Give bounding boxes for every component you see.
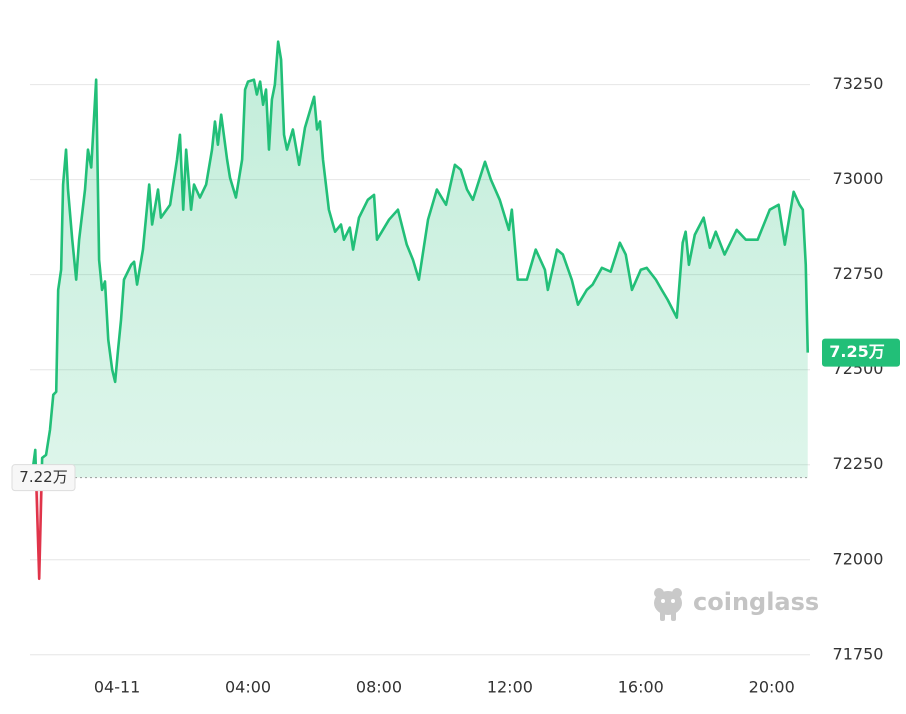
last-value-box [822,338,900,367]
watermark-text: coinglass [693,588,819,616]
x-tick-label: 04:00 [225,678,271,697]
y-tick-label: 72250 [833,454,884,473]
y-tick-label: 73000 [833,169,884,188]
reference-label: 7.22万 [19,468,67,486]
watermark: coinglass [654,588,819,621]
x-tick-label: 04-11 [94,678,141,697]
series [30,40,810,581]
area-up [33,41,808,478]
y-tick-label: 72000 [833,549,884,568]
price-line-up [32,40,810,478]
y-tick-label: 72750 [833,264,884,283]
last-value-label: 7.25万 [829,342,884,361]
reference-label-box [11,464,76,492]
x-tick-label: 20:00 [749,678,795,697]
y-tick-label: 71750 [833,644,884,663]
x-tick-label: 08:00 [356,678,402,697]
y-tick-label: 73250 [833,74,884,93]
x-tick-label: 16:00 [618,678,664,697]
labels: 7175072000722507250072750730007325004-11… [11,74,900,697]
watermark-icon [654,588,682,621]
x-tick-label: 12:00 [487,678,533,697]
